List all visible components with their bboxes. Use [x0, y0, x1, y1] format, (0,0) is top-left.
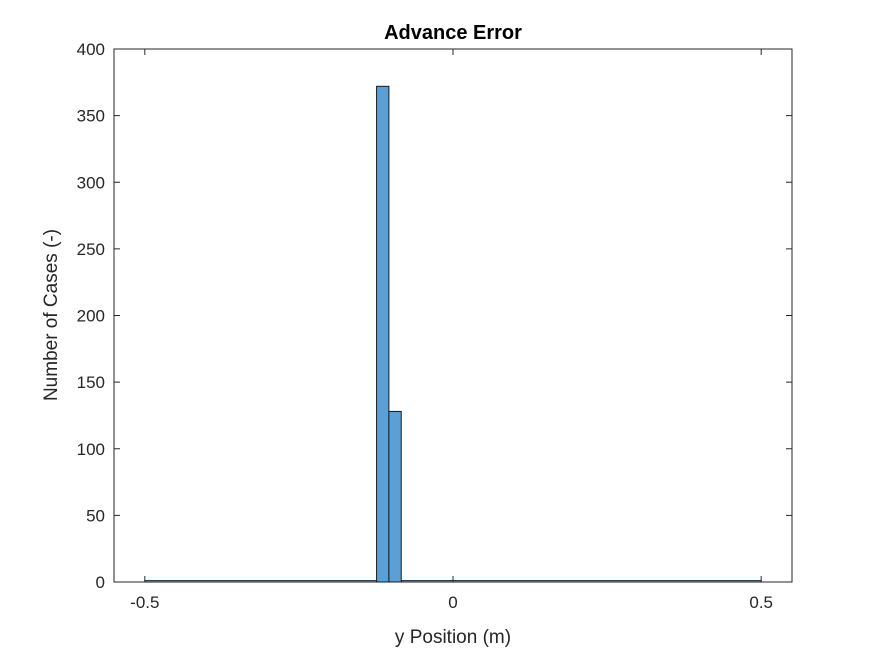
y-tick-label: 350 [77, 107, 105, 126]
y-tick-label: 100 [77, 440, 105, 459]
x-tick-label: 0 [448, 593, 457, 612]
y-axis-label: Number of Cases (-) [41, 229, 62, 401]
histogram-bar-0 [376, 85, 390, 583]
histogram-bar-1 [388, 410, 402, 583]
y-tick-label: 400 [77, 40, 105, 59]
plot-area [113, 48, 793, 583]
x-tick-label: 0.5 [749, 593, 773, 612]
y-tick-label: 250 [77, 240, 105, 259]
y-tick-label: 300 [77, 173, 105, 192]
x-tick-label: -0.5 [130, 593, 159, 612]
y-tick-label: 200 [77, 307, 105, 326]
y-tick-label: 50 [86, 506, 105, 525]
y-tick-label: 150 [77, 373, 105, 392]
x-axis-label: y Position (m) [395, 627, 511, 648]
chart-title: Advance Error [384, 22, 522, 44]
y-tick-label: 0 [96, 573, 105, 592]
